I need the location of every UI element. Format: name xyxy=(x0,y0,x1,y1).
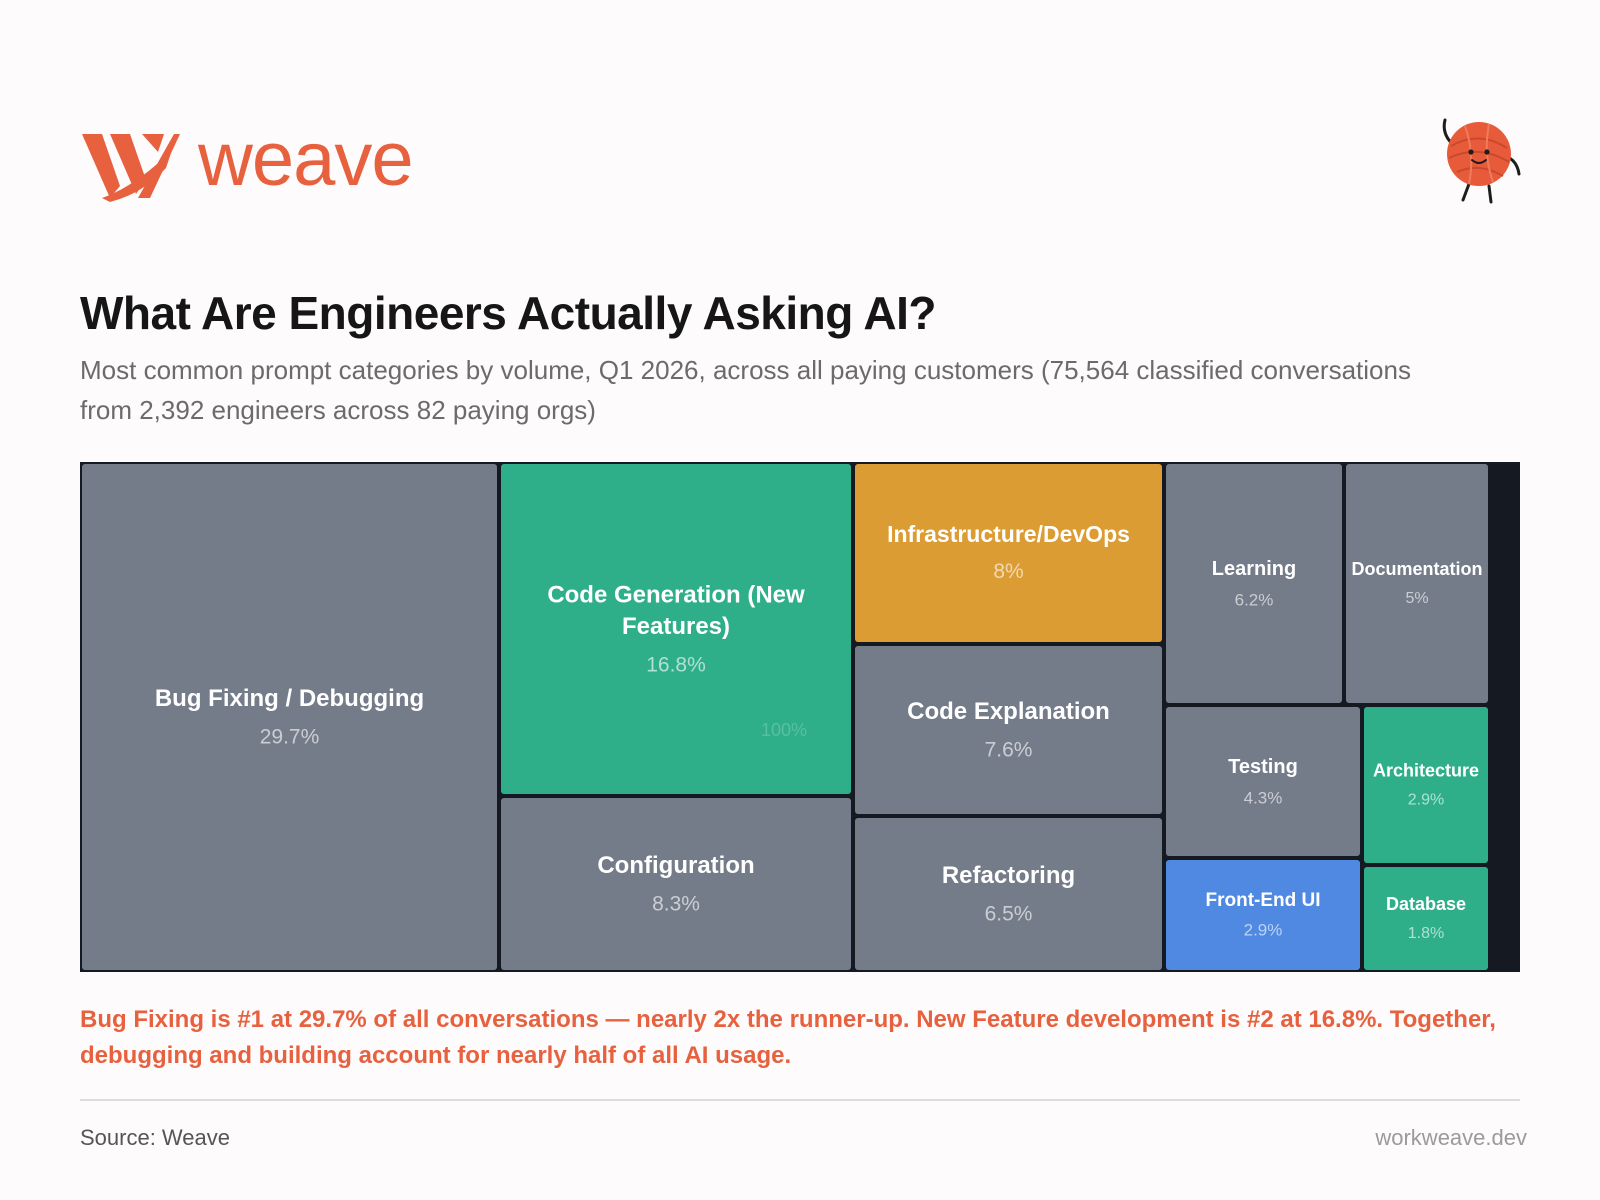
tile-refactoring[interactable]: Refactoring 6.5% xyxy=(855,818,1162,970)
treemap-root-label: 100% xyxy=(761,720,807,740)
tile-documentation-value: 5% xyxy=(1405,590,1428,607)
tile-refactoring-value: 6.5% xyxy=(985,902,1033,925)
tile-infrastructure-devops[interactable]: Infrastructure/DevOps 8% xyxy=(855,464,1162,642)
tile-code-explanation[interactable]: Code Explanation 7.6% xyxy=(855,646,1162,814)
treemap-chart: Bug Fixing / Debugging 29.7% Code Generati… xyxy=(80,462,1520,972)
tile-database-value: 1.8% xyxy=(1408,925,1444,942)
tile-testing-value: 4.3% xyxy=(1244,789,1283,808)
tile-refactoring-label: Refactoring xyxy=(942,862,1075,889)
tile-architecture-label: Architecture xyxy=(1373,761,1479,781)
tile-infrastructure-devops-label: Infrastructure/DevOps xyxy=(887,521,1130,547)
tile-learning-rect[interactable] xyxy=(1166,464,1342,703)
tile-testing[interactable]: Testing 4.3% xyxy=(1166,707,1360,856)
tile-code-explanation-rect[interactable] xyxy=(855,646,1162,814)
tile-documentation[interactable]: Documentation 5% xyxy=(1346,464,1488,703)
tile-architecture-value: 2.9% xyxy=(1408,792,1444,809)
source-credit: Source: Weave xyxy=(80,1125,231,1150)
chart-subtitle: Most common prompt categories by volume,… xyxy=(80,355,1411,425)
tile-code-explanation-label: Code Explanation xyxy=(907,698,1110,725)
tile-code-generation-new-features-label-line-2: Features) xyxy=(622,613,730,640)
tile-bug-fixing-debugging-value: 29.7% xyxy=(260,725,320,748)
tile-database-rect[interactable] xyxy=(1364,867,1488,970)
tile-refactoring-rect[interactable] xyxy=(855,818,1162,970)
tile-architecture-rect[interactable] xyxy=(1364,707,1488,863)
tile-configuration-label: Configuration xyxy=(597,852,754,879)
tile-architecture[interactable]: Architecture 2.9% xyxy=(1364,707,1488,863)
tile-code-generation-new-features[interactable]: Code Generation (New Features) 16.8% xyxy=(501,464,851,794)
tile-database-label: Database xyxy=(1386,894,1466,914)
tile-bug-fixing-debugging[interactable]: Bug Fixing / Debugging 29.7% xyxy=(82,464,497,970)
tile-infrastructure-devops-value: 8% xyxy=(993,560,1023,583)
tile-front-end-ui[interactable]: Front-End UI 2.9% xyxy=(1166,860,1360,970)
tile-database[interactable]: Database 1.8% xyxy=(1364,867,1488,970)
tile-code-generation-new-features-rect[interactable] xyxy=(501,464,851,794)
tile-documentation-label: Documentation xyxy=(1351,559,1482,579)
tile-documentation-rect[interactable] xyxy=(1346,464,1488,703)
tile-testing-rect[interactable] xyxy=(1166,707,1360,856)
tile-code-explanation-value: 7.6% xyxy=(985,738,1033,761)
insight-callout: Bug Fixing is #1 at 29.7% of all convers… xyxy=(80,1006,1496,1069)
tile-learning[interactable]: Learning 6.2% xyxy=(1166,464,1342,703)
yarn-ball-mascot-icon xyxy=(1442,118,1521,204)
tile-code-generation-new-features-value: 16.8% xyxy=(646,653,706,676)
footer-divider xyxy=(80,1099,1520,1101)
tile-learning-value: 6.2% xyxy=(1235,591,1274,610)
tile-bug-fixing-debugging-rect[interactable] xyxy=(82,464,497,970)
tile-front-end-ui-rect[interactable] xyxy=(1166,860,1360,970)
chart-title: What Are Engineers Actually Asking AI? xyxy=(80,287,937,339)
tile-front-end-ui-value: 2.9% xyxy=(1244,921,1283,940)
tile-configuration-value: 8.3% xyxy=(652,892,700,915)
tile-bug-fixing-debugging-label: Bug Fixing / Debugging xyxy=(155,685,424,712)
tile-code-generation-new-features-label-line-1: Code Generation (New xyxy=(547,581,805,608)
site-link[interactable]: workweave.dev xyxy=(1375,1125,1527,1150)
weave-logo-mark-icon xyxy=(82,134,180,202)
tile-front-end-ui-label: Front-End UI xyxy=(1205,890,1320,911)
tile-testing-label: Testing xyxy=(1228,756,1298,778)
tile-configuration[interactable]: Configuration 8.3% xyxy=(501,798,851,970)
tile-learning-label: Learning xyxy=(1212,558,1296,580)
tile-configuration-rect[interactable] xyxy=(501,798,851,970)
tile-infrastructure-devops-rect[interactable] xyxy=(855,464,1162,642)
weave-logo: weave xyxy=(80,122,440,204)
brand-name: weave xyxy=(198,117,414,202)
